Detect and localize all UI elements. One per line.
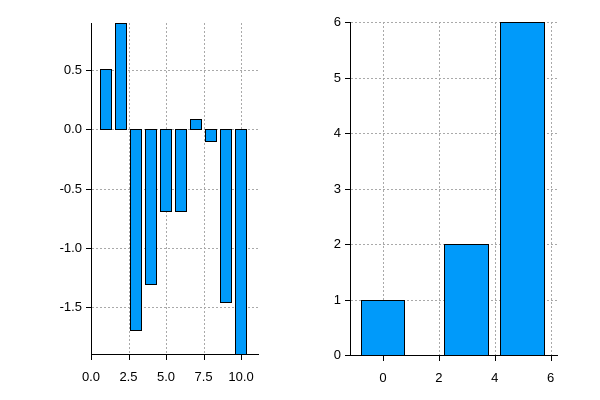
bar <box>500 22 545 356</box>
bar <box>360 299 406 356</box>
y-tick-label: 4 <box>333 125 341 140</box>
y-tick-label: -0.5 <box>59 180 82 196</box>
y-tick <box>345 133 350 134</box>
x-tick-label: 0.0 <box>81 369 101 384</box>
y-tick-label: 1 <box>333 291 341 307</box>
y-gridline <box>92 70 259 72</box>
y-gridline <box>92 247 259 249</box>
y-tick-label: 6 <box>333 14 341 29</box>
y-tick <box>345 244 350 245</box>
x-gridline <box>438 22 440 355</box>
x-gridline <box>128 23 130 354</box>
y-tick <box>86 129 91 131</box>
y-gridline <box>351 188 558 190</box>
y-tick-label: 0.5 <box>63 62 82 78</box>
bar <box>100 69 112 131</box>
y-tick-label: 5 <box>333 69 341 85</box>
bar <box>205 129 218 143</box>
x-tick-label: 5.0 <box>156 369 176 384</box>
bar <box>175 129 188 212</box>
y-tick <box>86 188 91 190</box>
bar-clipped <box>235 129 248 355</box>
y-tick <box>345 299 350 301</box>
x-tick-label: 7.5 <box>194 369 213 384</box>
bar <box>190 118 203 131</box>
y-tick-label: 0.0 <box>63 121 82 137</box>
x-tick-label: 2 <box>435 370 443 385</box>
y-tick <box>86 247 91 249</box>
x-tick <box>241 355 243 360</box>
y-tick-label: 2 <box>333 236 341 251</box>
bar <box>115 23 127 131</box>
x-axis-spine <box>91 354 259 355</box>
bar <box>444 244 490 356</box>
x-tick <box>438 356 440 361</box>
y-tick-label: -1.5 <box>59 298 82 314</box>
y-gridline <box>92 306 259 308</box>
y-tick <box>86 306 91 308</box>
y-tick-label: 0 <box>333 347 341 362</box>
y-tick <box>86 70 91 72</box>
y-axis-spine <box>350 22 351 356</box>
y-tick-label: 3 <box>333 180 341 196</box>
y-tick <box>345 22 350 23</box>
x-gridline <box>382 22 384 355</box>
y-tick <box>345 77 350 79</box>
x-tick <box>494 356 496 361</box>
bar <box>220 129 233 303</box>
x-tick <box>550 356 552 361</box>
x-gridline <box>550 22 552 355</box>
y-gridline <box>351 22 558 23</box>
x-tick <box>166 355 168 360</box>
bar <box>130 129 142 332</box>
y-axis-spine <box>91 23 92 355</box>
x-tick <box>382 356 384 361</box>
x-tick <box>128 355 130 360</box>
x-tick-label: 4 <box>491 370 499 385</box>
x-gridline <box>203 23 205 354</box>
x-tick-label: 10.0 <box>228 369 254 384</box>
x-tick <box>203 355 205 360</box>
y-tick <box>345 188 350 190</box>
x-tick <box>91 355 92 360</box>
y-gridline <box>351 133 558 134</box>
x-tick-label: 2.5 <box>119 369 138 384</box>
y-tick-label: -1.0 <box>59 239 82 255</box>
y-tick <box>345 355 350 356</box>
x-axis-spine <box>350 355 558 356</box>
bar <box>160 129 173 212</box>
bar <box>145 129 158 286</box>
x-tick-label: 6 <box>546 370 555 385</box>
x-gridline <box>494 22 496 355</box>
y-gridline <box>351 77 558 79</box>
x-tick-label: 0 <box>379 370 387 385</box>
